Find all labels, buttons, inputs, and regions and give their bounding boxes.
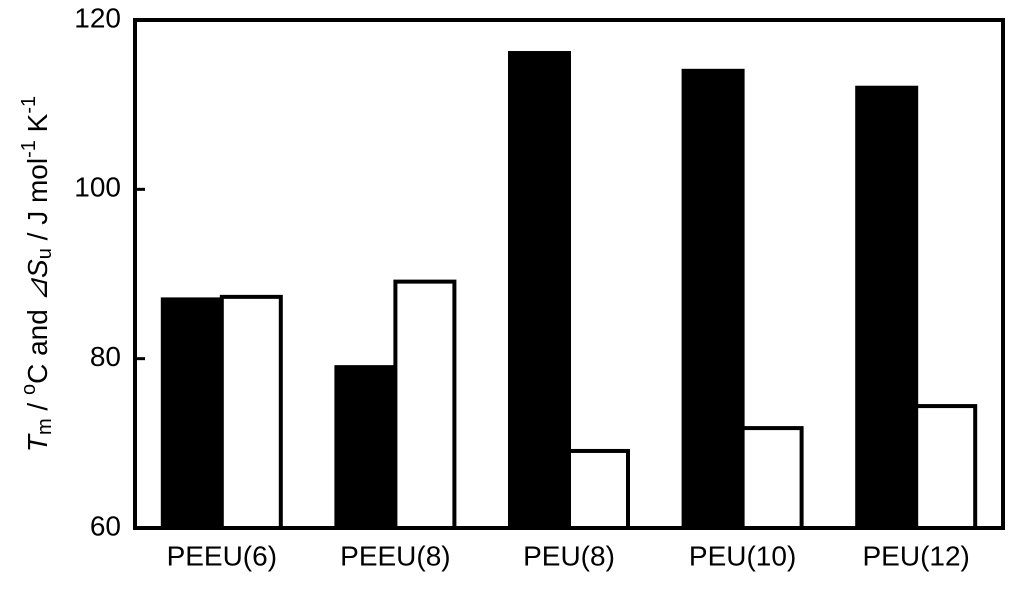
plot-frame — [133, 18, 1005, 530]
bar — [567, 448, 630, 531]
bar — [855, 85, 919, 530]
y-tick-label: 80 — [90, 341, 121, 372]
y-axis-label-part: C and — [22, 301, 53, 384]
bar — [393, 279, 457, 530]
y-axis-label-part: ⊿S — [22, 259, 53, 301]
y-axis-label-part: -1 — [18, 96, 40, 114]
y-axis-label-part: -1 — [18, 140, 40, 158]
bar — [219, 294, 283, 530]
y-axis-label-part: m — [34, 418, 56, 435]
y-axis-label-part: K — [22, 113, 53, 140]
x-tick-label: PEU(10) — [689, 540, 796, 571]
y-tick-label: 120 — [74, 2, 121, 33]
y-axis-label-part: T — [22, 433, 53, 452]
x-tick-label: PEU(12) — [863, 540, 970, 571]
y-tick-label: 60 — [90, 510, 121, 541]
bar — [508, 51, 571, 531]
y-axis-label-part: / — [22, 395, 53, 418]
y-axis-label: Tm / oC and ⊿Su / J mol-1 K-1 — [18, 96, 56, 452]
y-axis-label-part: o — [18, 384, 40, 395]
x-tick-label: PEEU(8) — [340, 540, 450, 571]
y-tick-label: 100 — [74, 172, 121, 203]
bar — [914, 404, 978, 530]
y-axis-label-text: Tm / oC and ⊿Su / J mol-1 K-1 — [18, 96, 56, 452]
y-axis-label-part: / J mol — [22, 158, 53, 248]
bar — [681, 68, 745, 531]
x-tick-label: PEEU(6) — [167, 540, 277, 571]
x-tick-label: PEU(8) — [523, 540, 615, 571]
bar — [334, 365, 398, 530]
y-axis-label-part: u — [34, 248, 56, 259]
bar — [740, 426, 804, 530]
bar — [160, 297, 224, 530]
